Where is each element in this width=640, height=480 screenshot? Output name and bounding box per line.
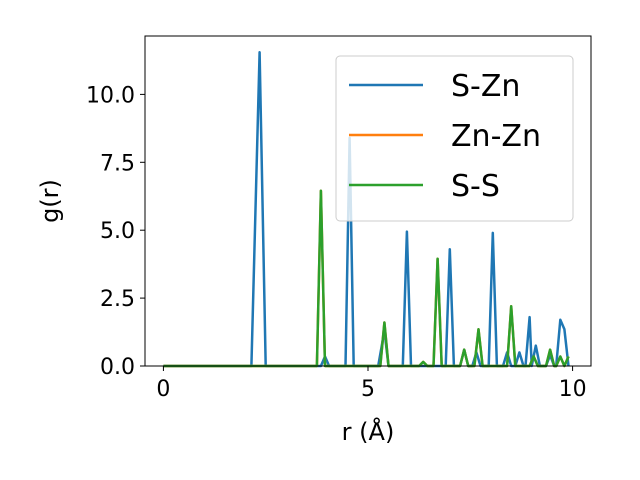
legend-label: S-S xyxy=(451,169,500,204)
y-tick-label: 5.0 xyxy=(100,219,135,244)
y-tick-label: 7.5 xyxy=(100,151,135,176)
legend-label: S-Zn xyxy=(451,69,520,104)
y-axis-ticks: 0.0 2.5 5.0 7.5 10.0 xyxy=(86,83,145,380)
y-tick-label: 0.0 xyxy=(100,355,135,380)
x-axis-ticks: 0 5 10 xyxy=(156,366,587,402)
legend-box xyxy=(335,55,574,222)
x-tick-label: 10 xyxy=(559,377,587,402)
y-tick-label: 10.0 xyxy=(86,83,135,108)
y-tick-label: 2.5 xyxy=(100,287,135,312)
legend-label: Zn-Zn xyxy=(451,119,541,154)
x-tick-label: 5 xyxy=(361,377,375,402)
y-axis-label: g(r) xyxy=(36,179,64,223)
x-axis-label: r (Å) xyxy=(342,417,395,446)
legend: S-Zn Zn-Zn S-S xyxy=(335,55,574,222)
x-tick-label: 0 xyxy=(156,377,170,402)
